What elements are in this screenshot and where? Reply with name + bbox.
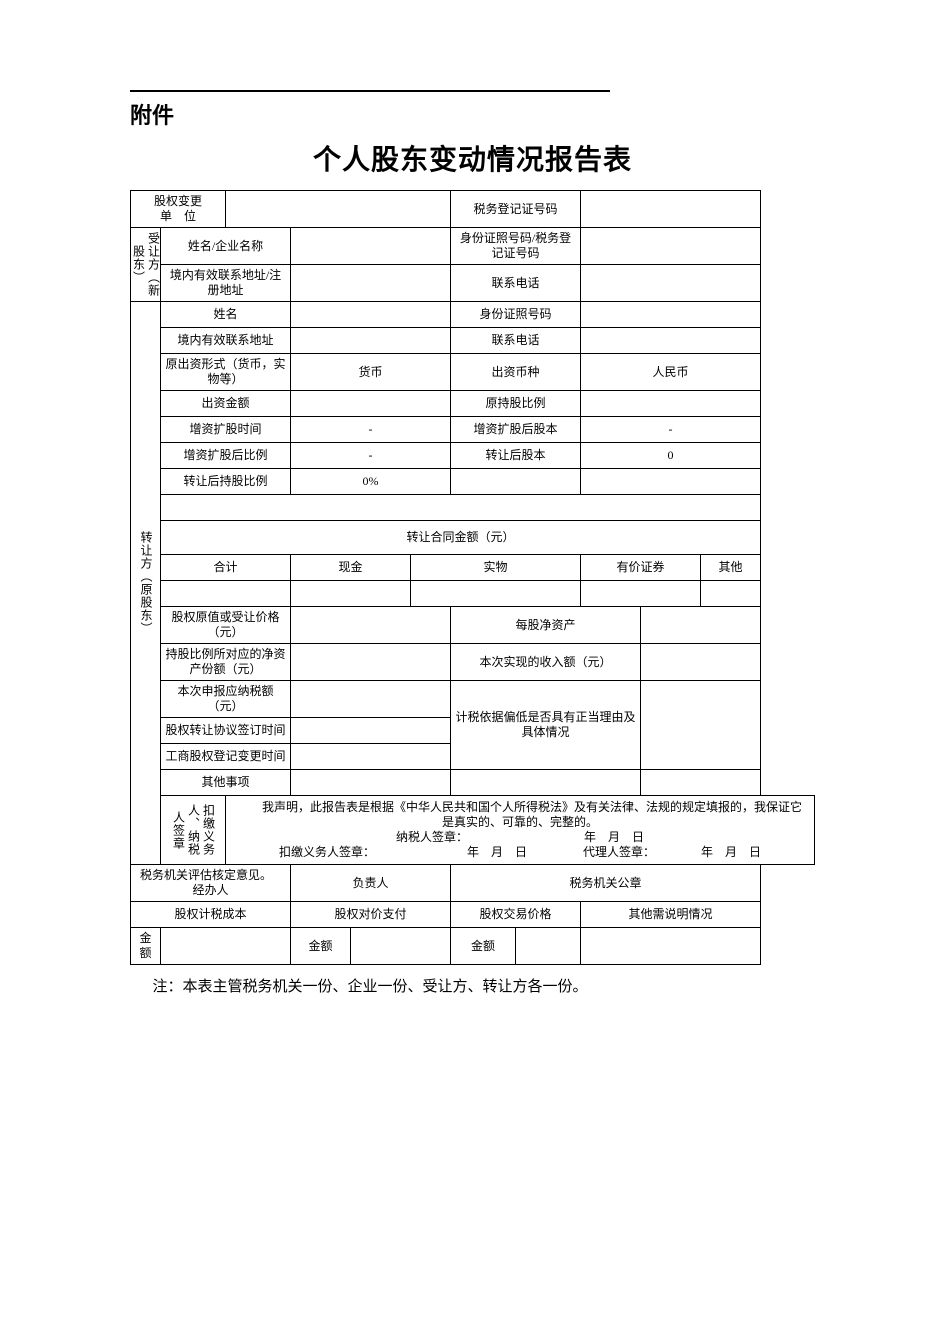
other-value[interactable] — [701, 581, 761, 607]
consideration-amount-label: 金额 — [291, 928, 351, 965]
transaction-price-amount-value[interactable] — [516, 928, 581, 965]
total-label: 合计 — [161, 555, 291, 581]
net-asset-share-label: 持股比例所对应的净资产份额（元） — [161, 644, 291, 681]
tax-reg-no-label: 税务登记证号码 — [451, 191, 581, 228]
declaration-block: 我声明，此报告表是根据《中华人民共和国个人所得税法》及有关法律、法规的规定填报的… — [226, 796, 815, 865]
ratio-after-increase-label: 增资扩股后比例 — [161, 443, 291, 469]
transferor-section-label: 转让方（原股东） — [131, 302, 161, 865]
assignee-id-value[interactable] — [581, 228, 761, 265]
transaction-price-amount-label: 金额 — [451, 928, 516, 965]
other-notes-label: 其他需说明情况 — [581, 902, 761, 928]
report-form-table: 股权变更 单 位 税务登记证号码 受让方（新股东） 姓名/企业名称 身份证照号码… — [130, 190, 815, 965]
main-title: 个人股东变动情况报告表 — [130, 138, 815, 178]
original-price-label: 股权原值或受让价格（元） — [161, 607, 291, 644]
other-notes-value[interactable] — [581, 928, 761, 965]
other-label: 其他 — [701, 555, 761, 581]
investment-form-value[interactable]: 货币 — [291, 354, 451, 391]
other-matters-value-3[interactable] — [641, 770, 761, 796]
assignee-phone-label: 联系电话 — [451, 265, 581, 302]
tax-payable-value[interactable] — [291, 681, 451, 718]
contract-amount-header: 转让合同金额（元） — [161, 521, 761, 555]
capital-increase-time-label: 增资扩股时间 — [161, 417, 291, 443]
industry-change-date-label: 工商股权登记变更时间 — [161, 744, 291, 770]
transferor-address-value[interactable] — [291, 328, 451, 354]
consideration-amount-value[interactable] — [351, 928, 451, 965]
transferor-phone-label: 联系电话 — [451, 328, 581, 354]
assignee-id-label: 身份证照号码/税务登记证号码 — [451, 228, 581, 265]
transferor-name-label: 姓名 — [161, 302, 291, 328]
blank-cell-1 — [451, 469, 581, 495]
assignee-phone-value[interactable] — [581, 265, 761, 302]
income-this-time-value[interactable] — [641, 644, 761, 681]
eval-supervisor-label: 负责人 — [291, 865, 451, 902]
tax-cost-amount-label: 金额 — [131, 928, 161, 965]
eval-handler-label: 经办人 — [193, 883, 229, 897]
assignee-name-label: 姓名/企业名称 — [161, 228, 291, 265]
eval-opinion-label: 税务机关评估核定意见。 经办人 — [131, 865, 291, 902]
other-matters-value-2[interactable] — [451, 770, 641, 796]
investment-amount-value[interactable] — [291, 391, 451, 417]
net-asset-per-share-label: 每股净资产 — [451, 607, 641, 644]
assignee-address-value[interactable] — [291, 265, 451, 302]
investment-form-label: 原出资形式（货币，实物等） — [161, 354, 291, 391]
capital-after-transfer-label: 转让后股本 — [451, 443, 581, 469]
agreement-date-label: 股权转让协议签订时间 — [161, 718, 291, 744]
securities-label: 有价证券 — [581, 555, 701, 581]
declaration-text: 我声明，此报告表是根据《中华人民共和国个人所得税法》及有关法律、法规的规定填报的… — [234, 800, 806, 830]
blank-cell-2 — [581, 469, 761, 495]
net-asset-share-value[interactable] — [291, 644, 451, 681]
other-matters-label: 其他事项 — [161, 770, 291, 796]
capital-after-increase-label: 增资扩股后股本 — [451, 417, 581, 443]
assignee-address-label: 境内有效联系地址/注册地址 — [161, 265, 291, 302]
cash-label: 现金 — [291, 555, 411, 581]
transferor-id-value[interactable] — [581, 302, 761, 328]
tax-cost-label: 股权计税成本 — [131, 902, 291, 928]
transaction-price-label: 股权交易价格 — [451, 902, 581, 928]
eval-seal-label: 税务机关公章 — [451, 865, 761, 902]
low-basis-reason-label: 计税依据偏低是否具有正当理由及具体情况 — [451, 681, 641, 770]
original-price-value[interactable] — [291, 607, 451, 644]
taxpayer-signature-line[interactable]: 纳税人签章： 年 月 日 — [234, 830, 806, 845]
tax-reg-no-value[interactable] — [581, 191, 761, 228]
agreement-date-value[interactable] — [291, 718, 451, 744]
equity-change-unit-value[interactable] — [226, 191, 451, 228]
assignee-name-value[interactable] — [291, 228, 451, 265]
transferor-name-value[interactable] — [291, 302, 451, 328]
ratio-after-transfer-value[interactable]: 0% — [291, 469, 451, 495]
income-this-time-label: 本次实现的收入额（元） — [451, 644, 641, 681]
capital-after-transfer-value[interactable]: 0 — [581, 443, 761, 469]
footnote: 注：本表主管税务机关一份、企业一份、受让方、转让方各一份。 — [130, 975, 815, 996]
consideration-label: 股权对价支付 — [291, 902, 451, 928]
net-asset-per-share-value[interactable] — [641, 607, 761, 644]
cash-value[interactable] — [291, 581, 411, 607]
other-matters-value-1[interactable] — [291, 770, 451, 796]
tax-cost-amount-value[interactable] — [161, 928, 291, 965]
equity-change-unit-label: 股权变更 单 位 — [131, 191, 226, 228]
ratio-after-increase-value[interactable]: - — [291, 443, 451, 469]
industry-change-date-value[interactable] — [291, 744, 451, 770]
securities-value[interactable] — [581, 581, 701, 607]
transferor-address-label: 境内有效联系地址 — [161, 328, 291, 354]
original-ratio-value[interactable] — [581, 391, 761, 417]
tax-payable-label: 本次申报应纳税额（元） — [161, 681, 291, 718]
total-value[interactable] — [161, 581, 291, 607]
attachment-label: 附件 — [130, 90, 610, 130]
empty-row-1 — [161, 495, 761, 521]
currency-type-label: 出资币种 — [451, 354, 581, 391]
currency-type-value[interactable]: 人民币 — [581, 354, 761, 391]
investment-amount-label: 出资金额 — [161, 391, 291, 417]
inkind-label: 实物 — [411, 555, 581, 581]
capital-after-increase-value[interactable]: - — [581, 417, 761, 443]
transferor-id-label: 身份证照号码 — [451, 302, 581, 328]
ratio-after-transfer-label: 转让后持股比例 — [161, 469, 291, 495]
low-basis-reason-value[interactable] — [641, 681, 761, 770]
transferor-phone-value[interactable] — [581, 328, 761, 354]
agent-signature-line[interactable]: 扣缴义务人签章： 年 月 日 代理人签章： 年 月 日 — [234, 845, 806, 860]
capital-increase-time-value[interactable]: - — [291, 417, 451, 443]
inkind-value[interactable] — [411, 581, 581, 607]
assignee-section-label: 受让方（新股东） — [131, 228, 161, 302]
original-ratio-label: 原持股比例 — [451, 391, 581, 417]
signature-section-label: 扣缴义务人、纳税人签章 — [161, 796, 226, 865]
